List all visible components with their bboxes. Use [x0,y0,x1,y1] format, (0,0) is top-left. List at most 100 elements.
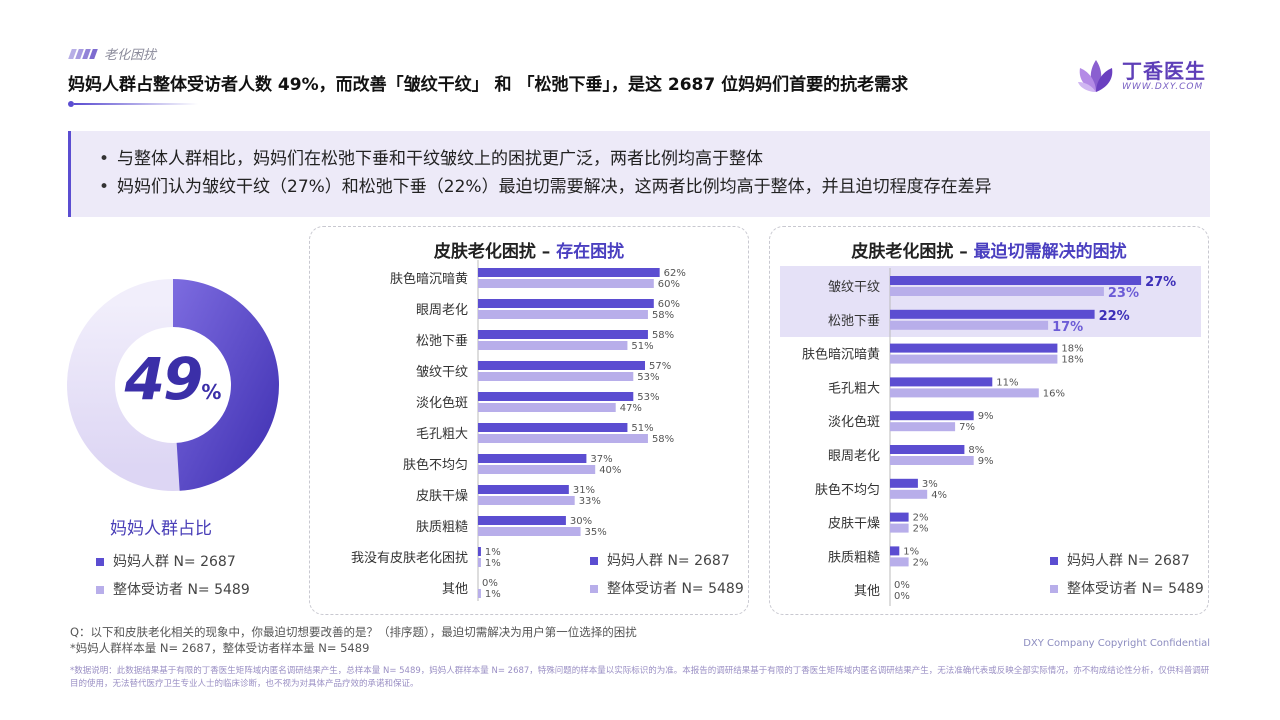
bar-overall [478,341,628,350]
category-label: 其他 [854,584,880,599]
bar-value-label: 58% [652,310,674,321]
category-label: 皱纹干纹 [828,279,880,295]
panel-title-accent: 存在困扰 [556,242,625,262]
legend-swatch-moms [1050,557,1058,565]
category-label: 皱纹干纹 [416,364,468,380]
panel-legend: 妈妈人群 N= 2687 整体受访者 N= 5489 [1050,547,1204,603]
bar-overall [890,456,974,465]
legend-label: 妈妈人群 N= 2687 [113,554,236,570]
donut-caption: 妈妈人群占比 [110,519,212,539]
bar-value-label: 1% [485,558,501,569]
bar-moms [478,485,569,494]
bar-value-label: 47% [620,403,642,414]
legend-item-overall: 整体受访者 N= 5489 [590,575,744,603]
donut-value-number: 49 [124,345,204,413]
legend-item-moms: 妈妈人群 N= 2687 [590,547,744,575]
legend-swatch-overall [1050,585,1058,593]
legend-swatch-overall [96,586,104,594]
bar-overall [890,489,928,499]
footnote-question: Q：以下和皮肤老化相关的现象中，你最迫切想要改善的是？（排序题），最迫切需解决为… [70,625,637,639]
bar-moms [890,445,965,454]
category-label: 眼周老化 [416,303,468,318]
bar-value-label: 2% [913,513,929,524]
category-label: 肤色不均匀 [403,457,468,473]
category-label: 肤色不均匀 [815,482,880,498]
bar-value-label: 31% [573,485,595,496]
bar-value-label: 30% [570,516,592,527]
summary-point: 妈妈们认为皱纹干纹（27%）和松弛下垂（22%）最迫切需要解决，这两者比例均高于… [95,173,1186,201]
bar-value-label: 51% [631,423,653,434]
donut-chart [67,279,280,491]
legend-item-overall: 整体受访者 N= 5489 [1050,575,1204,603]
bar-value-label: 57% [649,361,671,372]
bar-moms [478,423,628,432]
category-label: 淡化色斑 [416,395,468,411]
category-label: 我没有皮肤老化困扰 [351,551,468,566]
bar-overall [890,523,909,533]
section-tag-icon [68,48,98,59]
footnote: Q：以下和皮肤老化相关的现象中，你最迫切想要改善的是？（排序题），最迫切需解决为… [70,624,637,656]
moms-share-donut: 49% [66,270,280,500]
donut-value: 49% [116,345,230,413]
donut-slice-moms [173,279,280,491]
bar-overall [890,557,909,567]
donut-value-unit: % [201,380,222,404]
bar-overall [890,354,1058,364]
bar-value-label: 8% [968,445,984,456]
bar-value-label: 23% [1108,286,1139,301]
bar-value-label: 17% [1052,320,1083,335]
bar-value-label: 7% [959,422,975,433]
bar-value-label: 60% [658,279,680,290]
category-label: 毛孔粗大 [828,381,880,396]
category-label: 皮肤干燥 [416,489,468,504]
bar-overall [890,422,956,432]
legend-item-moms: 妈妈人群 N= 2687 [1050,547,1204,575]
bar-value-label: 3% [922,479,938,490]
panel-title-main: 皮肤老化困扰 – [433,242,557,262]
legend-label: 整体受访者 N= 5489 [113,582,250,598]
bar-moms [890,411,974,421]
section-tag-label: 老化困扰 [104,48,157,63]
category-label: 松弛下垂 [416,334,468,349]
bar-value-label: 2% [913,557,929,568]
bar-overall [478,279,654,288]
bar-value-label: 9% [978,411,994,422]
legend-label: 妈妈人群 N= 2687 [607,553,730,569]
panel-urgent-concerns: 皮肤老化困扰 – 最迫切需解决的困扰 皱纹干纹 27% 23% 松弛下垂 22% 17% 肤… [769,226,1209,615]
bar-value-label: 40% [599,465,621,476]
legend-label: 整体受访者 N= 5489 [1067,581,1204,597]
bar-moms [478,361,646,370]
donut-legend: 妈妈人群 N= 2687 整体受访者 N= 5489 [96,548,250,604]
bar-moms [478,516,566,525]
legend-swatch-overall [590,585,598,593]
category-label: 皮肤干燥 [828,517,880,532]
bar-moms [890,512,909,522]
category-label: 淡化色斑 [828,414,880,430]
bar-value-label: 1% [485,589,501,600]
bar-value-label: 60% [658,299,680,310]
category-label: 毛孔粗大 [416,427,468,442]
bar-moms [478,268,660,277]
bar-value-label: 27% [1145,275,1176,290]
bar-moms [890,309,1095,319]
panel-title-accent: 最迫切需解决的困扰 [973,242,1127,262]
category-label: 肤色暗沉暗黄 [390,271,468,287]
category-label: 其他 [442,582,468,597]
bar-value-label: 58% [652,330,674,341]
panel-legend: 妈妈人群 N= 2687 整体受访者 N= 5489 [590,547,744,603]
bar-value-label: 53% [637,372,659,383]
flower-logo-icon [1078,60,1113,92]
bar-value-label: 53% [637,392,659,403]
legend-label: 妈妈人群 N= 2687 [1067,553,1190,569]
bar-overall [478,496,575,505]
bar-value-label: 58% [652,434,674,445]
copyright: DXY Company Copyright Confidential [1023,638,1210,649]
panel-existing-concerns: 皮肤老化困扰 – 存在困扰 肤色暗沉暗黄 62% 60% 眼周老化 60% 58% 松弛下垂… [309,226,749,615]
existing-concerns-bar-chart: 肤色暗沉暗黄 62%60%眼周老化 60%58%松弛下垂 58%51%皱纹干纹 57%5… [351,260,686,601]
legend-item-overall: 整体受访者 N= 5489 [96,576,250,604]
bar-moms [478,299,654,308]
footnote-sample: *妈妈人群样本量 N= 2687，整体受访者样本量 N= 5489 [70,641,370,655]
bar-overall [478,589,481,598]
bar-overall [478,527,581,536]
bar-value-label: 0% [894,591,910,602]
